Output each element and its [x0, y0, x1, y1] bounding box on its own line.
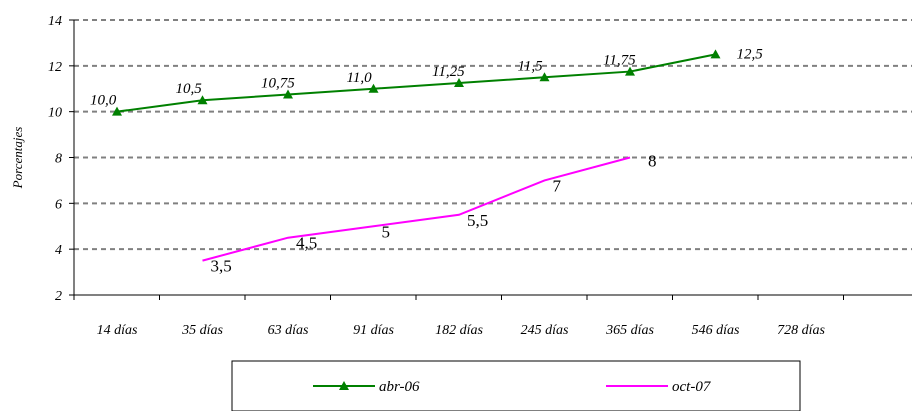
data-point-marker	[539, 72, 550, 82]
data-label: 7	[553, 176, 562, 195]
data-label: 11,25	[432, 64, 465, 80]
y-tick-label: 10	[48, 106, 62, 121]
data-point-marker	[368, 83, 379, 93]
data-point-marker	[710, 49, 721, 59]
legend-item-oct-07: oct-07	[606, 379, 712, 395]
legend-marker	[339, 381, 349, 390]
y-tick-label: 2	[55, 289, 62, 304]
y-tick-label: 12	[48, 60, 62, 75]
x-tick-label: 182 días	[435, 323, 483, 338]
data-label: 10,75	[261, 75, 295, 91]
y-axis-label: Porcentajes	[10, 127, 25, 190]
data-label: 3,5	[211, 257, 232, 276]
x-tick-label: 365 días	[605, 323, 654, 338]
y-tick-label: 8	[55, 152, 62, 167]
data-point-marker	[454, 78, 464, 88]
series-layer: 10,0 10,5 10,75 11,0 11,25 11,5 11,75 12,5 3,5 4,…	[90, 46, 763, 275]
data-label: 11,0	[347, 70, 373, 86]
legend: abr-06 oct-07	[231, 360, 801, 411]
data-label: 11,75	[603, 53, 636, 69]
data-label: 5,5	[467, 211, 488, 230]
data-label: 8	[648, 152, 657, 171]
series-line-abr-06	[116, 53, 716, 113]
x-tick-label: 546 días	[692, 323, 740, 338]
legend-label: oct-07	[672, 379, 712, 395]
legend-label: abr-06	[379, 379, 420, 395]
data-label: 10,0	[90, 93, 117, 109]
x-tick-label: 728 días	[777, 323, 825, 338]
y-tick-label: 4	[55, 243, 62, 258]
gridlines	[74, 19, 912, 251]
y-ticks: 2 4 6 8 10 12 14	[48, 14, 74, 304]
x-tick-label: 35 días	[181, 323, 223, 338]
data-label: 12,5	[737, 46, 764, 62]
data-label: 11,5	[518, 58, 544, 74]
y-tick-label: 14	[48, 14, 62, 29]
legend-item-abr-06: abr-06	[313, 379, 420, 395]
series-line-oct-07	[202, 156, 631, 262]
series-oct-07: 3,5 4,5 5 5,5 7 8	[202, 152, 657, 276]
data-label: 4,5	[296, 234, 317, 253]
x-ticks: 14 días 35 días 63 días 91 días 182 días 245 …	[73, 295, 844, 338]
data-point-marker	[283, 89, 293, 99]
y-tick-label: 6	[55, 197, 62, 212]
data-label: 10,5	[176, 81, 203, 97]
data-point-marker	[197, 95, 208, 105]
x-tick-label: 245 días	[521, 323, 569, 338]
data-point-marker	[625, 66, 635, 76]
x-tick-label: 91 días	[353, 323, 394, 338]
x-tick-label: 63 días	[268, 323, 309, 338]
series-abr-06: 10,0 10,5 10,75 11,0 11,25 11,5 11,75 12,5	[90, 46, 764, 116]
data-label: 5	[382, 222, 391, 241]
data-point-marker	[112, 106, 122, 116]
x-tick-label: 14 días	[97, 323, 138, 338]
